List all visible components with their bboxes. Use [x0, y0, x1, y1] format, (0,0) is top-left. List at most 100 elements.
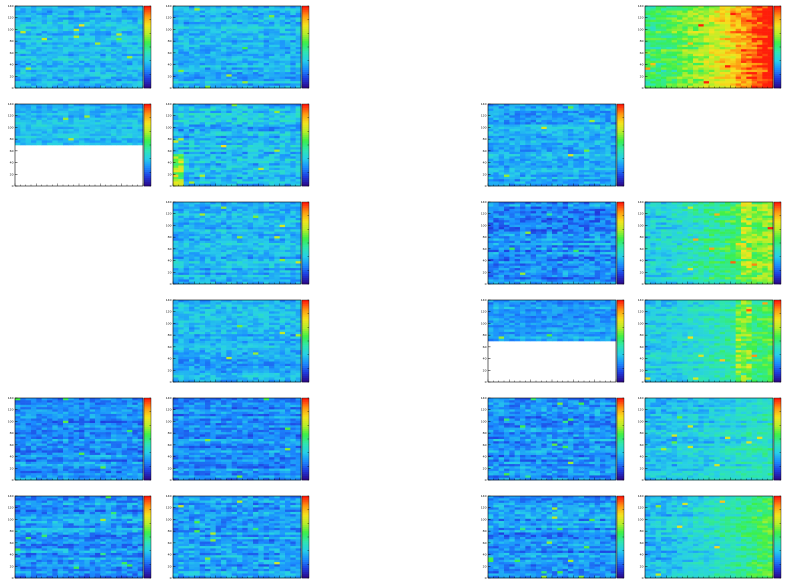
- heatmap-cell: [194, 81, 200, 84]
- heatmap-cell: [210, 76, 216, 80]
- heatmap-cell: [263, 83, 270, 87]
- heatmap-cell: [253, 160, 259, 164]
- heatmap-cell: [703, 42, 710, 46]
- heatmap-cell: [698, 15, 704, 18]
- heatmap-cell: [100, 35, 106, 39]
- heatmap-cell: [757, 19, 763, 23]
- heatmap-cell: [183, 131, 190, 134]
- heatmap-cell: [215, 56, 222, 59]
- heatmap-cell: [514, 119, 521, 123]
- heatmap-cell: [274, 133, 280, 137]
- heatmap-cell: [610, 104, 617, 107]
- y-tick-label: 60: [168, 51, 172, 55]
- heatmap-cell: [231, 149, 238, 153]
- heatmap-cell: [285, 131, 291, 134]
- heatmap-cell: [215, 21, 222, 25]
- heatmap-cell: [121, 10, 128, 14]
- heatmap-cell: [132, 135, 138, 139]
- heatmap-cell: [703, 10, 710, 14]
- heatmap-cell: [47, 6, 53, 9]
- heatmap-cell: [25, 40, 32, 43]
- heatmap-cell: [253, 113, 259, 116]
- heatmap-cell: [121, 69, 128, 73]
- heatmap-cell: [183, 83, 190, 87]
- heatmap-cell: [714, 37, 720, 41]
- heatmap-cell: [552, 138, 558, 141]
- heatmap-cell: [573, 147, 579, 150]
- heatmap-cell: [610, 119, 617, 123]
- heatmap-cell: [15, 106, 21, 109]
- palette-swatch: [144, 42, 151, 46]
- heatmap-cell: [730, 53, 736, 57]
- heatmap-cell: [552, 131, 558, 134]
- heatmap-cell: [84, 35, 90, 39]
- heatmap-cell: [682, 37, 688, 41]
- heatmap-cell: [178, 26, 184, 30]
- heatmap-cell: [173, 47, 179, 50]
- heatmap-cell: [127, 51, 133, 55]
- heatmap-cell: [100, 117, 106, 121]
- heatmap-cell: [610, 117, 617, 121]
- heatmap-cell: [661, 26, 667, 30]
- heatmap-cell: [173, 142, 179, 146]
- heatmap-cell: [84, 133, 90, 137]
- heatmap-cell: [231, 131, 238, 134]
- heatmap-cell: [285, 24, 291, 27]
- heatmap-cell: [247, 106, 254, 109]
- heatmap-cell: [677, 67, 683, 71]
- heatmap-cell: [183, 174, 190, 178]
- heatmap-cell: [116, 74, 122, 77]
- heatmap-cell: [20, 28, 26, 32]
- palette-swatch: [774, 32, 781, 35]
- heatmap-cell: [290, 60, 296, 64]
- heatmap-cell: [79, 47, 85, 50]
- heatmap-cell: [557, 158, 563, 162]
- heatmap-cell: [498, 110, 505, 114]
- heatmap-cell: [73, 78, 80, 82]
- heatmap-cell: [127, 115, 133, 118]
- heatmap-cell: [237, 31, 243, 34]
- heatmap-cell: [285, 28, 291, 32]
- heatmap-cell: [520, 160, 526, 164]
- heatmap-cell: [682, 67, 688, 71]
- heatmap-cell: [68, 113, 74, 116]
- heatmap-cell: [493, 154, 499, 157]
- heatmap-cell: [68, 49, 74, 52]
- heatmap-cell: [253, 133, 259, 137]
- heatmap-cell: [111, 83, 117, 87]
- heatmap-cell: [132, 40, 138, 43]
- heatmap-cell: [584, 119, 590, 123]
- heatmap-cell: [279, 172, 286, 175]
- heatmap-cell: [269, 72, 275, 75]
- heatmap-cell: [183, 37, 190, 41]
- heatmap-cell: [541, 117, 547, 121]
- heatmap-cell: [205, 163, 211, 166]
- heatmap-cell: [221, 170, 227, 173]
- heatmap-cell: [725, 6, 731, 9]
- heatmap-cell: [84, 126, 90, 130]
- heatmap-cell: [63, 42, 69, 46]
- heatmap-cell: [655, 33, 662, 36]
- heatmap-cell: [709, 8, 715, 11]
- heatmap-cell: [274, 26, 280, 30]
- heatmap-cell: [137, 53, 144, 57]
- heatmap-cell: [31, 119, 37, 123]
- heatmap-cell: [173, 129, 179, 132]
- heatmap-cell: [205, 12, 211, 16]
- heatmap-cell: [127, 62, 133, 66]
- heatmap-cell: [25, 83, 32, 87]
- heatmap-cell: [137, 72, 144, 75]
- heatmap-cell: [221, 56, 227, 59]
- heatmap-cell: [687, 37, 694, 41]
- heatmap-cell: [105, 24, 112, 27]
- heatmap-cell: [258, 8, 264, 11]
- heatmap-cell: [541, 106, 547, 109]
- heatmap-cell: [137, 104, 144, 107]
- heatmap-cell: [719, 19, 726, 23]
- heatmap-cell: [719, 72, 726, 75]
- heatmap-cell: [36, 6, 42, 9]
- heatmap-cell: [41, 10, 48, 14]
- heatmap-cell: [173, 15, 179, 18]
- heatmap-cell: [20, 124, 26, 128]
- heatmap-cell: [498, 154, 505, 157]
